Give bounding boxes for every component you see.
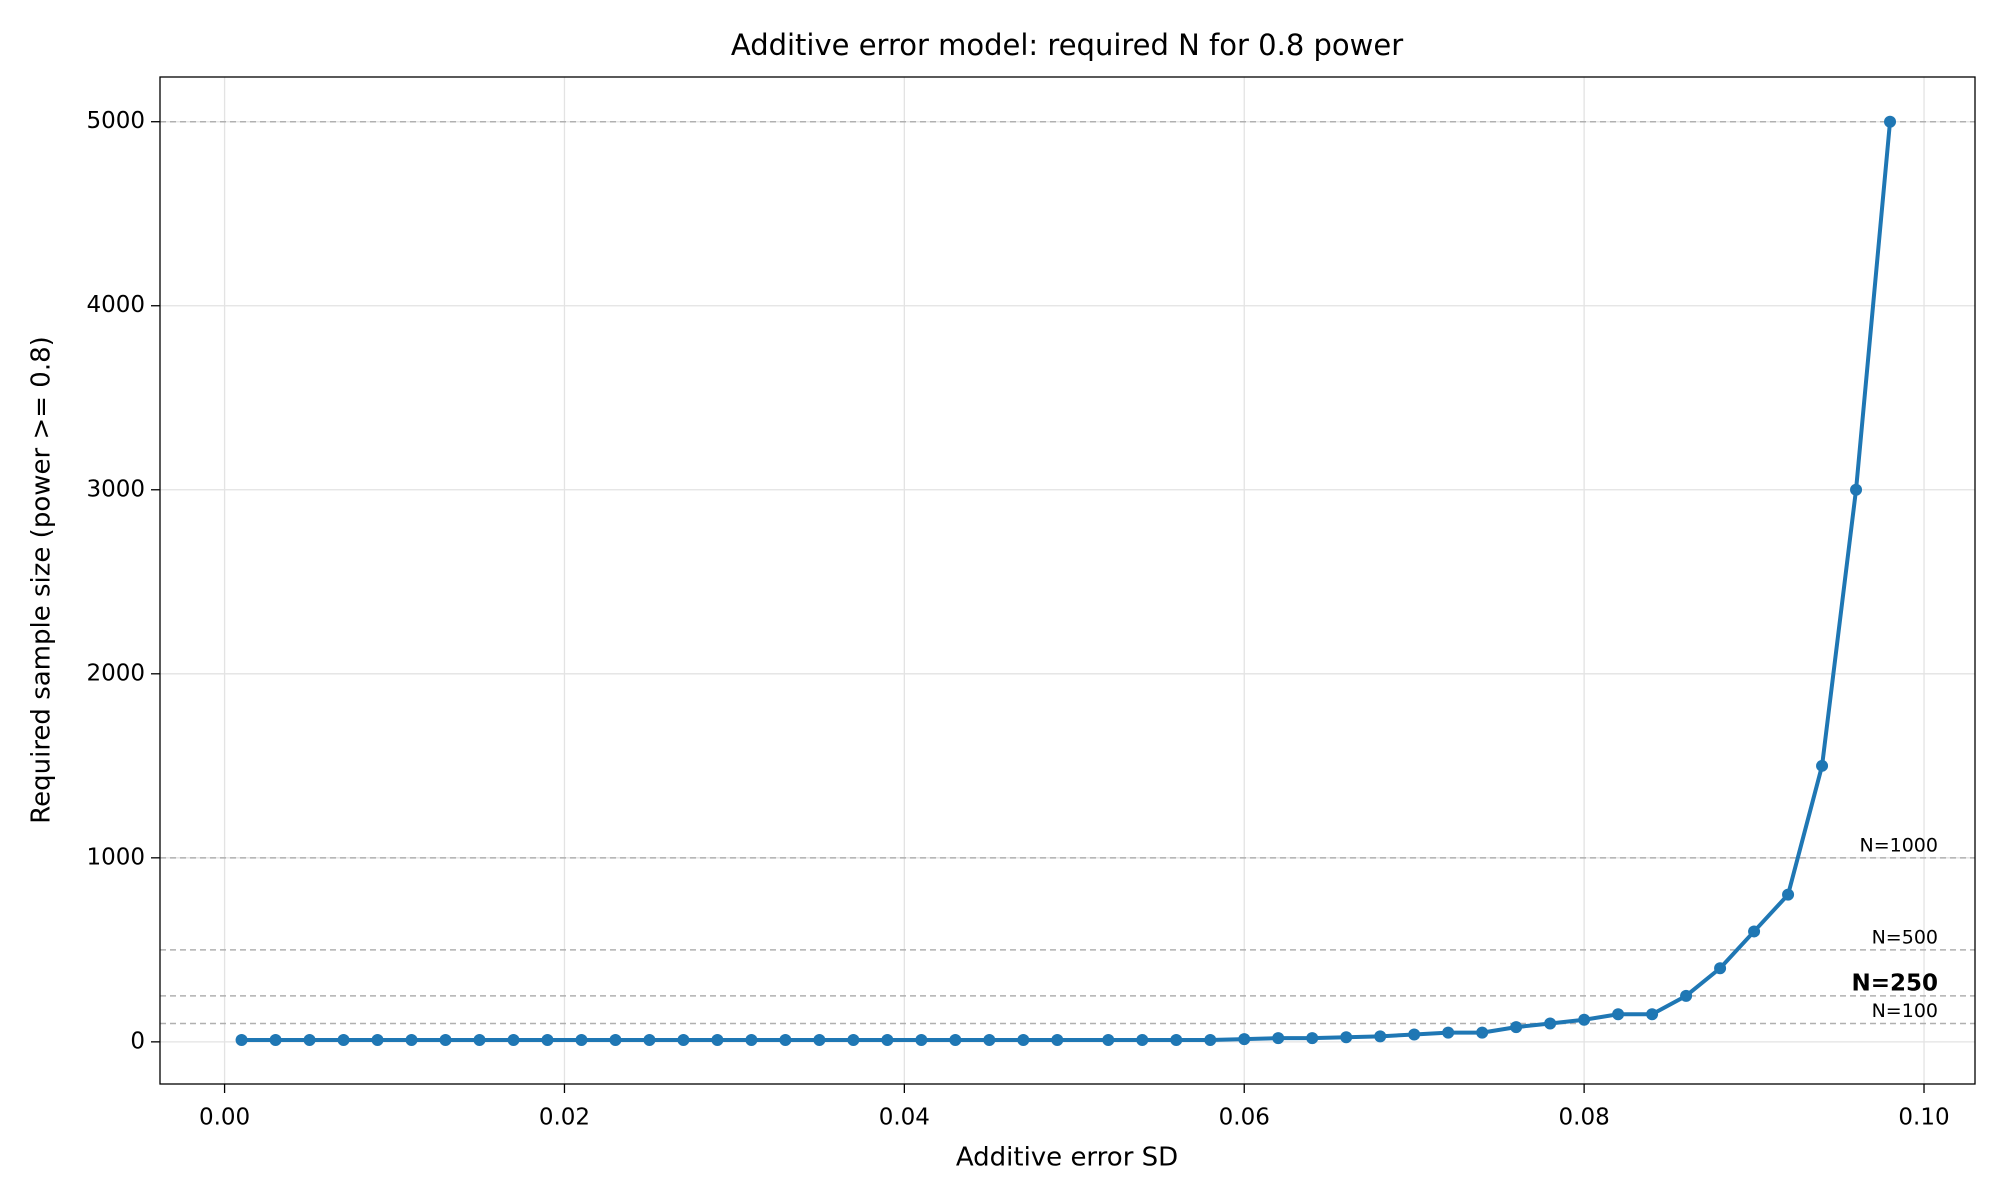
x-tick-label: 0.02 [539,1105,590,1131]
data-point [269,1034,282,1047]
chart-title: Additive error model: required N for 0.8… [731,28,1403,62]
data-point [1578,1013,1591,1026]
data-point [1544,1017,1557,1030]
data-point [405,1034,418,1047]
data-point [1442,1026,1455,1039]
x-tick-label: 0.04 [879,1105,930,1131]
data-point [507,1034,520,1047]
data-point [915,1034,928,1047]
plot-frame [159,76,1976,1085]
data-point [1680,989,1693,1002]
data-point [1374,1030,1387,1043]
data-point [575,1034,588,1047]
data-point [1476,1026,1489,1039]
data-point [983,1034,996,1047]
y-tick-label: 0 [130,1028,145,1054]
data-point [949,1034,962,1047]
data-point [847,1034,860,1047]
y-axis-label: Required sample size (power >= 0.8) [27,336,57,824]
data-point [1646,1008,1659,1021]
data-point [1510,1021,1523,1034]
data-point [1748,925,1761,938]
y-tick-label: 3000 [86,476,145,502]
data-point [1051,1034,1064,1047]
data-point [1136,1034,1149,1047]
data-point [1238,1033,1251,1046]
data-point [1884,115,1897,128]
reference-label: N=1000 [1860,834,1939,856]
x-tick-label: 0.00 [199,1105,250,1131]
data-point [541,1034,554,1047]
data-point [1017,1034,1030,1047]
data-point [1408,1028,1421,1041]
x-tick-label: 0.08 [1559,1105,1610,1131]
data-point [473,1034,486,1047]
data-point [1612,1008,1625,1021]
data-point [711,1034,724,1047]
data-point [1272,1032,1285,1045]
data-point [1306,1032,1319,1045]
data-point [235,1034,248,1047]
x-axis-label: Additive error SD [956,1143,1178,1173]
data-point [813,1034,826,1047]
data-point [609,1034,622,1047]
y-tick-label: 5000 [86,108,145,134]
data-point [1170,1034,1183,1047]
data-point [1782,888,1795,901]
x-tick-label: 0.06 [1219,1105,1270,1131]
data-point [1850,483,1863,496]
y-tick-label: 1000 [86,844,145,870]
data-point [1102,1034,1115,1047]
data-point [1204,1034,1217,1047]
data-point [1816,759,1829,772]
data-point [677,1034,690,1047]
data-point [745,1034,758,1047]
reference-label: N=500 [1872,926,1938,948]
y-tick-label: 4000 [86,292,145,318]
data-point [643,1034,656,1047]
x-tick-label: 0.10 [1898,1105,1949,1131]
data-point [779,1034,792,1047]
data-point [1714,962,1727,975]
data-point [337,1034,350,1047]
data-point [1340,1031,1353,1044]
data-point [371,1034,384,1047]
reference-label: N=250 [1851,970,1938,996]
reference-label: N=100 [1872,1000,1938,1022]
y-tick-label: 2000 [86,660,145,686]
data-point [881,1034,894,1047]
data-point [439,1034,452,1047]
series-line [241,121,1893,1043]
data-point [303,1034,316,1047]
